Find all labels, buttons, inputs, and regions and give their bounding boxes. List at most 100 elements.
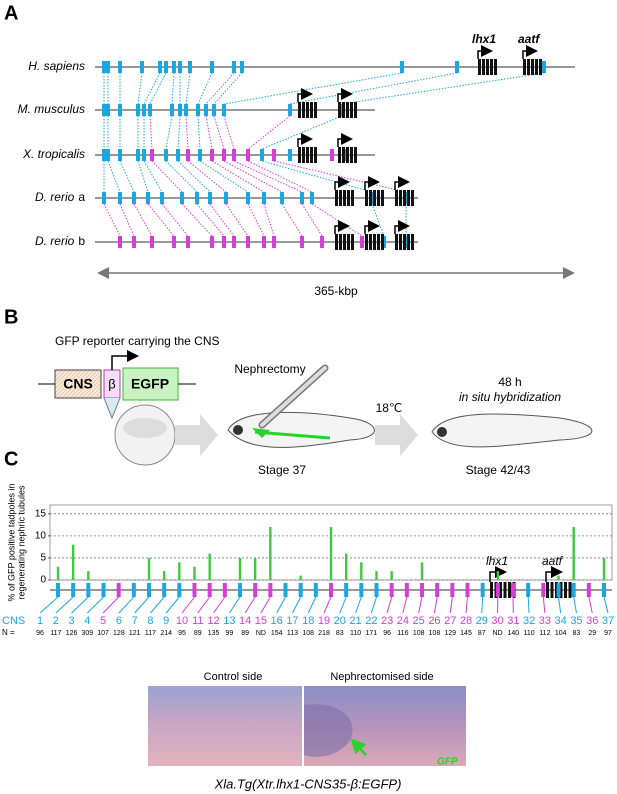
cns-block (106, 149, 110, 161)
bar (329, 527, 333, 580)
y-tick-label: 15 (35, 508, 47, 519)
cns-block (196, 104, 200, 116)
exon (335, 190, 338, 206)
caption: Xla.Tg(Xtr.lhx1-CNS35-β:EGFP) (214, 776, 402, 791)
cns-block (400, 61, 404, 73)
cns-leader (433, 596, 438, 614)
species-suffix: b (78, 234, 85, 248)
n-label: 113 (287, 630, 298, 637)
cns-label: 23 (381, 615, 393, 627)
row-label: CNS (2, 615, 25, 627)
cns-block (283, 583, 288, 597)
homology-link (177, 115, 181, 150)
bar (162, 571, 166, 580)
exon (342, 102, 345, 118)
n-label: 83 (336, 630, 344, 637)
cns-block (176, 149, 180, 161)
exon (314, 102, 317, 118)
homology-link (119, 203, 135, 237)
cns-block (465, 583, 470, 597)
cns-leader (573, 596, 577, 614)
exon (531, 59, 534, 75)
bar (253, 557, 257, 580)
tss-arrow (297, 133, 313, 147)
cns-block (142, 149, 146, 161)
promoter-arrow (111, 350, 139, 370)
n-label: 309 (81, 630, 93, 637)
gene-label: aatf (518, 32, 540, 46)
cns-block (556, 583, 561, 597)
photo-label: Nephrectomised side (330, 671, 433, 683)
exon (478, 59, 481, 75)
homology-link (161, 203, 189, 237)
n-label: 135 (208, 630, 220, 637)
cns-block (186, 236, 190, 248)
n-label: 108 (302, 630, 314, 637)
bar (344, 553, 348, 580)
cns-block (300, 236, 304, 248)
cns-leader (150, 596, 165, 614)
bar (557, 575, 560, 580)
cns-block (178, 61, 182, 73)
cns-leader (244, 596, 256, 614)
cns-block (184, 104, 188, 116)
needle (103, 397, 121, 420)
tss-arrow (297, 88, 313, 102)
n-label: 140 (507, 630, 519, 637)
cns-leader (197, 596, 211, 614)
cns-label: 5 (100, 615, 106, 627)
exon (310, 102, 313, 118)
n-label: 87 (478, 630, 486, 637)
tss-arrow (522, 45, 538, 59)
exon (381, 190, 384, 206)
cns-leader (542, 596, 546, 614)
cns-label: 16 (271, 615, 283, 627)
y-axis-label: regenerating nephric tubules (16, 485, 26, 600)
species-label: H. sapiens (28, 59, 85, 73)
cns-leader (558, 596, 562, 614)
cns-block (71, 583, 76, 597)
homology-link (223, 72, 403, 105)
exon (550, 582, 554, 598)
cns-block (389, 583, 394, 597)
cns-label: 27 (444, 615, 456, 627)
exon (403, 190, 406, 206)
cns-block (118, 104, 122, 116)
homology-link (151, 160, 183, 193)
exon (373, 190, 376, 206)
cns-block (106, 104, 110, 116)
n-label: 96 (36, 630, 44, 637)
exon (411, 234, 414, 250)
n-label: 129 (444, 630, 456, 637)
homology-link (137, 160, 149, 193)
exon (369, 234, 372, 250)
cns-label: 10 (176, 615, 188, 627)
cns-block (186, 149, 190, 161)
homology-link (187, 160, 227, 193)
n-label: 117 (50, 630, 61, 637)
cns-label: 34 (555, 615, 567, 627)
n-label: 29 (588, 630, 596, 637)
cns-block (118, 236, 122, 248)
homology-link (261, 160, 373, 193)
cns-block (56, 583, 60, 597)
tss-arrow (337, 88, 353, 102)
cns-leader (527, 596, 530, 614)
species-suffix: a (78, 190, 85, 204)
homology-link (273, 160, 407, 193)
cns-label: 11 (192, 615, 203, 627)
n-label: 117 (145, 630, 156, 637)
exon (302, 147, 305, 163)
homology-link (247, 115, 291, 150)
homology-link (177, 160, 211, 193)
egfp-label: EGFP (131, 376, 169, 392)
n-label: 116 (397, 630, 408, 637)
species-name: D. rerio (35, 234, 75, 248)
n-label: 96 (383, 630, 391, 637)
step-arrow (375, 414, 418, 456)
n-label: 95 (178, 630, 186, 637)
species-label: M. musculus (18, 102, 85, 116)
exon (490, 59, 493, 75)
